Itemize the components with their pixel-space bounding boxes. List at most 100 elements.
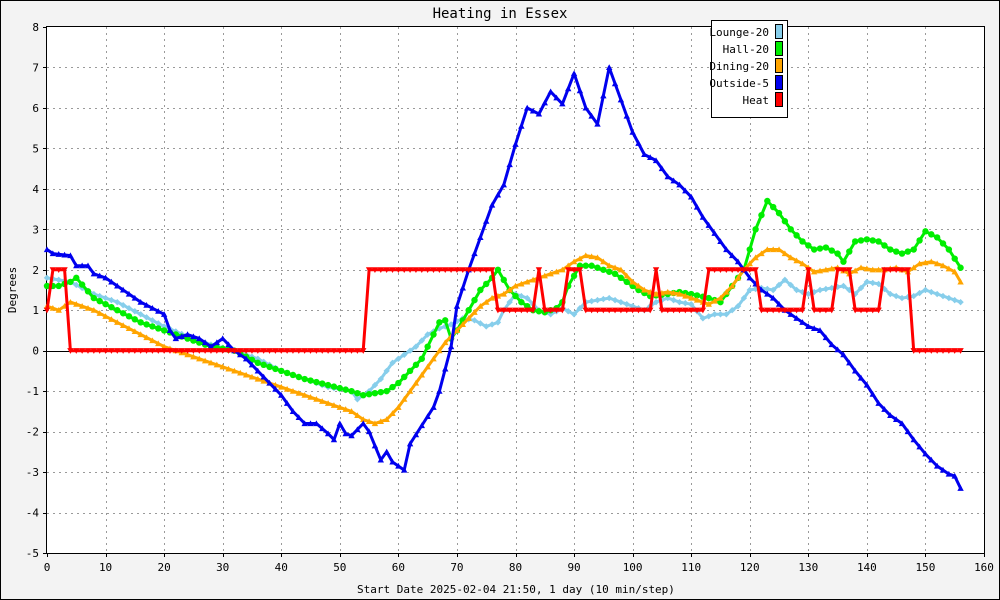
data-point-hall-20 xyxy=(500,276,507,284)
y-tick-label: -4 xyxy=(26,507,40,520)
data-point-outside-5 xyxy=(851,367,859,374)
data-point-hall-20 xyxy=(810,246,818,253)
data-point-hall-20 xyxy=(594,264,601,271)
data-point-outside-5 xyxy=(61,251,68,258)
data-point-heat xyxy=(494,307,502,314)
data-point-outside-5 xyxy=(295,414,303,421)
data-point-outside-5 xyxy=(869,390,876,397)
data-point-dining-20 xyxy=(828,265,835,272)
data-point-hall-20 xyxy=(869,237,876,244)
data-point-hall-20 xyxy=(336,384,344,392)
data-point-lounge-20 xyxy=(125,305,133,312)
data-point-hall-20 xyxy=(494,266,502,273)
data-point-outside-5 xyxy=(389,458,396,465)
data-point-dining-20 xyxy=(196,355,203,362)
data-point-outside-5 xyxy=(55,251,62,257)
data-point-dining-20 xyxy=(207,359,215,366)
y-tick-label: 7 xyxy=(32,61,39,74)
data-point-hall-20 xyxy=(360,392,367,399)
data-point-heat xyxy=(319,348,326,354)
data-point-hall-20 xyxy=(295,373,303,381)
data-point-lounge-20 xyxy=(922,286,929,294)
data-point-heat xyxy=(734,267,742,273)
data-point-outside-5 xyxy=(881,406,888,412)
data-point-outside-5 xyxy=(629,129,636,135)
data-point-heat xyxy=(840,267,847,273)
data-point-heat xyxy=(313,348,320,354)
data-point-lounge-20 xyxy=(734,302,742,310)
data-point-dining-20 xyxy=(459,321,466,327)
data-point-heat xyxy=(881,267,888,273)
data-point-dining-20 xyxy=(389,410,396,416)
data-point-dining-20 xyxy=(623,272,630,279)
data-point-dining-20 xyxy=(418,371,425,378)
data-point-dining-20 xyxy=(611,264,619,271)
data-point-outside-5 xyxy=(658,165,666,172)
data-point-lounge-20 xyxy=(793,286,800,294)
data-point-dining-20 xyxy=(483,298,490,305)
data-point-heat xyxy=(354,348,361,354)
data-point-outside-5 xyxy=(248,361,256,368)
data-point-outside-5 xyxy=(728,252,736,259)
data-point-dining-20 xyxy=(723,288,730,295)
data-point-dining-20 xyxy=(143,334,150,341)
data-point-heat xyxy=(652,267,660,273)
y-tick-label: -1 xyxy=(26,385,39,398)
data-point-outside-5 xyxy=(518,122,525,129)
data-point-heat xyxy=(143,348,150,354)
data-point-outside-5 xyxy=(330,436,338,443)
data-point-lounge-20 xyxy=(518,292,525,300)
data-point-outside-5 xyxy=(846,359,853,366)
data-point-hall-20 xyxy=(307,377,314,384)
data-point-dining-20 xyxy=(160,343,168,350)
data-point-outside-5 xyxy=(799,319,806,325)
data-point-dining-20 xyxy=(928,258,935,265)
data-point-hall-20 xyxy=(383,387,390,395)
data-point-hall-20 xyxy=(746,246,753,253)
data-point-heat xyxy=(430,267,437,273)
data-point-heat xyxy=(471,267,478,273)
data-point-outside-5 xyxy=(43,246,51,253)
data-point-dining-20 xyxy=(119,322,127,328)
data-point-lounge-20 xyxy=(611,296,619,304)
data-point-outside-5 xyxy=(418,422,425,429)
data-point-heat xyxy=(506,307,513,314)
data-point-lounge-20 xyxy=(377,375,385,383)
data-point-lounge-20 xyxy=(928,288,935,296)
data-point-hall-20 xyxy=(418,355,425,362)
data-point-hall-20 xyxy=(289,371,297,379)
data-point-dining-20 xyxy=(693,296,701,303)
data-point-dining-20 xyxy=(576,255,584,262)
data-point-dining-20 xyxy=(190,353,197,360)
data-point-heat xyxy=(125,348,133,354)
data-point-dining-20 xyxy=(752,254,759,261)
data-point-lounge-20 xyxy=(506,298,513,306)
data-point-outside-5 xyxy=(857,374,865,381)
data-point-heat xyxy=(365,267,373,273)
data-point-dining-20 xyxy=(769,246,777,253)
data-point-dining-20 xyxy=(330,402,338,408)
data-point-dining-20 xyxy=(102,313,109,319)
data-point-lounge-20 xyxy=(676,298,683,306)
data-point-dining-20 xyxy=(289,387,297,394)
data-point-heat xyxy=(342,348,349,354)
data-point-dining-20 xyxy=(916,260,923,267)
data-point-heat xyxy=(846,267,853,273)
data-point-outside-5 xyxy=(945,470,953,477)
data-point-lounge-20 xyxy=(570,311,578,318)
data-point-outside-5 xyxy=(928,456,935,463)
data-point-heat xyxy=(875,307,882,314)
data-point-outside-5 xyxy=(90,270,98,277)
data-point-outside-5 xyxy=(406,440,414,447)
data-point-dining-20 xyxy=(67,298,74,305)
data-point-heat xyxy=(114,348,121,354)
data-point-hall-20 xyxy=(863,236,871,243)
data-point-lounge-20 xyxy=(488,321,496,328)
data-point-dining-20 xyxy=(430,355,437,362)
data-point-outside-5 xyxy=(787,311,794,317)
data-point-hall-20 xyxy=(365,390,373,398)
data-point-lounge-20 xyxy=(746,286,753,294)
data-point-heat xyxy=(96,348,103,354)
data-point-heat xyxy=(957,348,964,354)
data-point-lounge-20 xyxy=(840,282,847,290)
